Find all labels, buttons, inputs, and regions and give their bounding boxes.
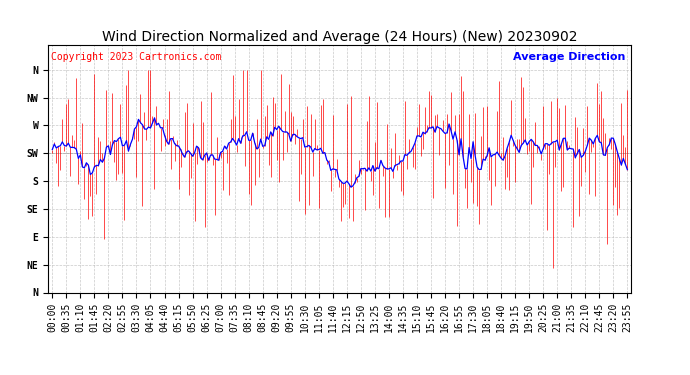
Title: Wind Direction Normalized and Average (24 Hours) (New) 20230902: Wind Direction Normalized and Average (2… [102,30,578,44]
Text: Average Direction: Average Direction [513,53,626,62]
Text: Copyright 2023 Cartronics.com: Copyright 2023 Cartronics.com [51,53,221,62]
